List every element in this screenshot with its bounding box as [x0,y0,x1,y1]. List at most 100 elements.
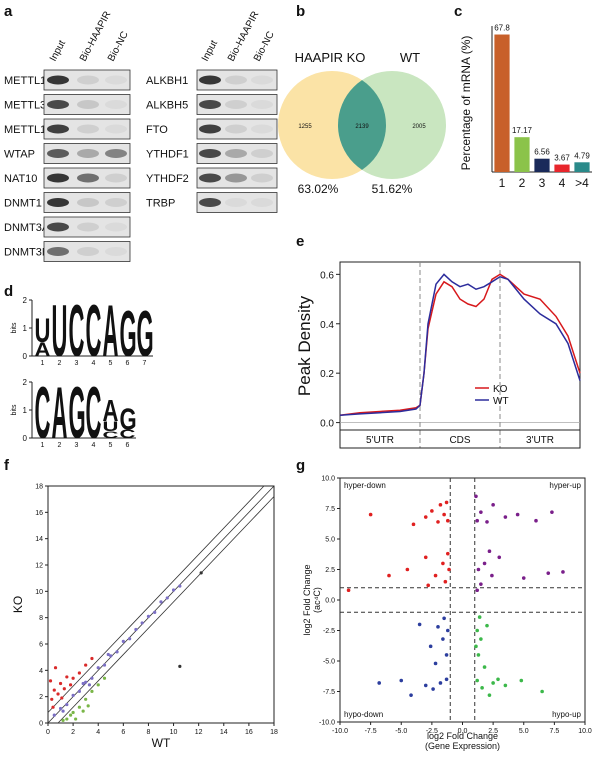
blot-band [251,149,273,158]
quadrant-label: hypo-down [344,710,383,719]
blot-band [105,222,127,232]
scatter-point [546,571,551,575]
y-tick-label: 2 [39,694,43,701]
protein-label: FTO [146,124,168,136]
x-tick-label: 2 [519,176,526,190]
protein-label: METTL14 [4,124,52,136]
protein-label: ALKBH1 [146,75,188,87]
blot-strip [43,69,131,91]
scatter-point [515,512,520,517]
logo-letter: C [35,373,51,454]
blot-band [251,100,273,109]
panel-label: c [454,3,462,20]
logo-letter: C [86,291,102,372]
scatter-point [199,571,203,575]
x-tick-label: 8 [146,729,150,736]
blot-strip [43,192,131,213]
scatter-point [485,623,489,628]
blot-band [225,173,247,183]
logo-letter: C [103,430,119,441]
blot-band [225,198,247,207]
blot-strip [43,143,131,164]
y-tick-label: 16 [35,510,43,517]
logo-letter: C [69,291,85,372]
bar [574,162,590,172]
blot-strip [43,118,131,140]
y-axis-label: Percentage of mRNA (%) [459,36,473,171]
reference-line [47,485,265,713]
scatter-point [159,600,163,604]
x-tick-label: 12 [195,729,203,736]
scatter-point [479,582,483,586]
scatter-point [77,705,81,709]
blot-band [47,198,69,207]
blot-band [47,100,69,109]
scatter-point [178,584,182,588]
scatter-point [444,653,449,657]
scatter-point [430,509,434,513]
blot-strip [196,192,278,213]
blot-band [199,75,221,85]
bar-value-label: 3.67 [554,154,570,163]
x-tick-label: 10.0 [578,728,592,735]
scatter-point [387,573,391,578]
scatter-point [56,692,60,696]
scatter-point [476,653,481,657]
scatter-point [442,512,446,517]
scatter-point [51,705,55,709]
scatter-point [426,583,431,588]
venn-count: 2005 [412,124,426,130]
protein-label: DNMT3B [4,247,49,259]
scatter-point [106,652,110,657]
scatter-point [84,663,88,667]
protein-label: WTAP [4,149,35,161]
scatter-point [90,689,94,694]
scatter-point [436,520,440,524]
logo-position: 5 [109,360,113,367]
blot-band [77,198,99,207]
blot-band [199,198,221,207]
x-tick-label: 6 [121,729,125,736]
set-percentage: 63.02% [298,182,339,196]
x-tick-label: -10.0 [332,728,348,735]
region-label: 5'UTR [366,435,394,446]
blot-strip [196,167,278,189]
blot-band [77,173,99,183]
scatter-point [96,683,100,687]
scatter-point [58,681,63,686]
scatter-point [433,573,438,578]
x-tick-label: 5.0 [519,728,529,735]
y-tick-label: 0.4 [320,320,334,331]
blot-band [105,75,127,85]
scatter-point [480,686,484,690]
scatter-point [86,704,90,708]
x-tick-label: 0 [46,729,50,736]
panel-label: b [296,3,305,20]
scatter-point [102,663,107,667]
bar [514,137,530,172]
scatter-point [441,637,445,641]
x-tick-label: 18 [270,729,278,736]
scatter-point [491,503,495,507]
blot-band [105,173,127,183]
protein-label: METTL1 [4,75,46,87]
scatter-point [61,718,65,722]
scatter-point [474,494,478,499]
x-tick-label: 10 [170,729,178,736]
y-tick-label: 12 [35,563,43,570]
y-tick-label: -5.0 [323,659,335,666]
logo-position: 2 [58,442,62,449]
y-axis-label: Peak Density [295,295,314,396]
y-tick-label: -2.5 [323,628,335,635]
scatter-point [71,710,75,715]
y-axis-label: (ac⁴C) [312,587,322,613]
y-tick-label: 4 [39,668,43,675]
logo-tick-label: 2 [23,378,28,387]
blot-band [199,100,221,109]
bar-value-label: 6.56 [534,148,550,157]
panel-label: f [4,457,10,474]
x-tick-label: -2.5 [426,728,438,735]
scatter-point [368,512,373,517]
scatter-point [69,713,73,717]
logo-position: 5 [109,442,113,449]
